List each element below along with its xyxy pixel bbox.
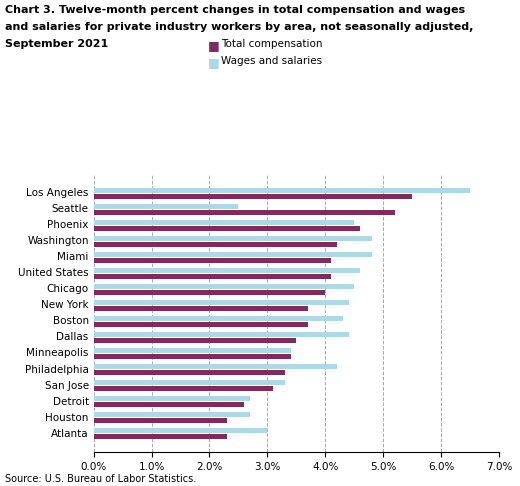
Bar (94, 338, 296, 343)
Bar (94, 268, 360, 273)
Bar (94, 242, 337, 247)
Bar (94, 220, 354, 225)
Bar (94, 347, 291, 353)
Bar (94, 193, 412, 199)
Bar (94, 428, 267, 434)
Bar (94, 364, 337, 369)
Bar (94, 434, 227, 439)
Bar (94, 402, 244, 407)
Bar (94, 209, 395, 215)
Bar (94, 396, 250, 401)
Bar (94, 370, 285, 375)
Bar (94, 386, 273, 391)
Bar (94, 322, 308, 327)
Bar (94, 331, 348, 337)
Bar (94, 412, 250, 417)
Text: ■: ■ (208, 39, 220, 52)
Bar (94, 252, 372, 257)
Bar (94, 290, 326, 295)
Text: ■: ■ (208, 56, 220, 69)
Text: September 2021: September 2021 (5, 39, 109, 49)
Bar (94, 306, 308, 312)
Text: Total compensation: Total compensation (221, 39, 322, 49)
Bar (94, 188, 470, 193)
Bar (94, 226, 360, 231)
Text: Source: U.S. Bureau of Labor Statistics.: Source: U.S. Bureau of Labor Statistics. (5, 473, 197, 484)
Bar (94, 354, 291, 359)
Bar (94, 258, 331, 263)
Text: Wages and salaries: Wages and salaries (221, 56, 322, 66)
Bar (94, 418, 227, 423)
Bar (94, 204, 239, 209)
Bar (94, 380, 285, 385)
Text: and salaries for private industry workers by area, not seasonally adjusted,: and salaries for private industry worker… (5, 22, 474, 32)
Bar (94, 236, 372, 241)
Text: Chart 3. Twelve-month percent changes in total compensation and wages: Chart 3. Twelve-month percent changes in… (5, 5, 465, 15)
Bar (94, 315, 343, 321)
Bar (94, 284, 354, 289)
Bar (94, 274, 331, 279)
Bar (94, 300, 348, 305)
